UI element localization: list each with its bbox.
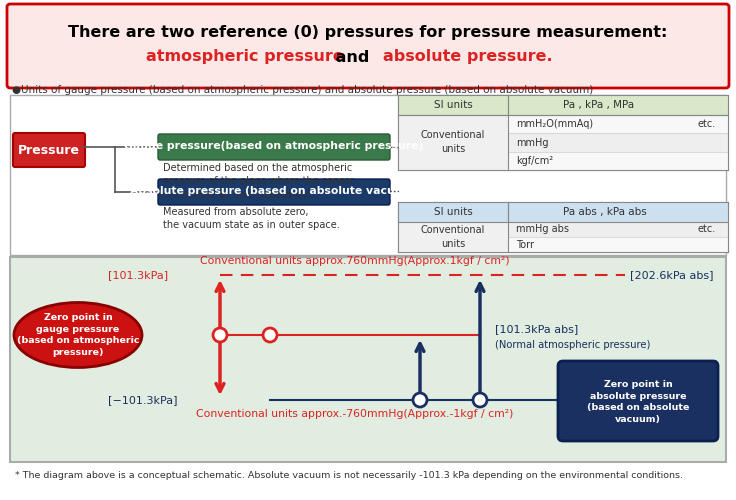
Text: [101.3kPa]: [101.3kPa] [108,270,168,280]
Bar [508,152,728,170]
Circle shape [413,393,427,407]
Text: SI units: SI units [434,100,473,110]
Text: Absolute pressure (based on absolute vacuum): Absolute pressure (based on absolute vac… [130,186,418,196]
Text: There are two reference (0) pressures for pressure measurement:: There are two reference (0) pressures fo… [68,24,668,40]
Text: kgf/cm²: kgf/cm² [516,156,553,166]
Bar [398,222,508,252]
Text: [101.3kPa abs]: [101.3kPa abs] [495,324,578,334]
Text: mmH₂O(mmAq): mmH₂O(mmAq) [516,119,593,129]
Bar [398,95,728,115]
Text: Conventional units approx.-760mmHg(Approx.-1kgf / cm²): Conventional units approx.-760mmHg(Appro… [197,409,514,419]
Text: etc.: etc. [698,119,716,129]
Text: Measured from absolute zero,
the vacuum state as in outer space.: Measured from absolute zero, the vacuum … [163,207,340,230]
Bar [10,95,726,255]
Text: mmHg: mmHg [516,138,548,147]
Bar [398,115,508,170]
Bar [508,134,728,152]
Bar [398,202,728,252]
Text: Pressure: Pressure [18,144,80,156]
FancyBboxPatch shape [13,133,85,167]
Ellipse shape [14,302,142,368]
Text: Pa , kPa , MPa: Pa , kPa , MPa [563,100,634,110]
Text: absolute pressure.: absolute pressure. [383,50,553,64]
Bar [508,237,728,252]
Text: [202.6kPa abs]: [202.6kPa abs] [630,270,713,280]
Bar [508,222,728,237]
Text: Torr: Torr [516,240,534,250]
Text: SI units: SI units [434,207,473,217]
Text: * The diagram above is a conceptual schematic. Absolute vacuum is not necessaril: * The diagram above is a conceptual sche… [15,472,683,480]
Text: Conventional
units: Conventional units [421,130,485,154]
Circle shape [263,328,277,342]
Text: and: and [330,50,375,64]
Text: Conventional units approx.760mmHg(Approx.1kgf / cm²): Conventional units approx.760mmHg(Approx… [200,256,510,266]
Text: Gauge pressure(based on atmospheric pressure): Gauge pressure(based on atmospheric pres… [124,141,424,151]
Text: mmHg abs: mmHg abs [516,224,569,234]
Text: Zero point in
gauge pressure
(based on atmospheric
pressure): Zero point in gauge pressure (based on a… [17,313,139,357]
Bar [398,202,728,222]
FancyBboxPatch shape [558,361,718,441]
Circle shape [213,328,227,342]
Text: atmospheric pressure: atmospheric pressure [146,50,344,64]
FancyBboxPatch shape [7,4,729,88]
Bar [10,257,726,462]
Text: etc.: etc. [698,224,716,234]
Bar [508,115,728,134]
Text: [−101.3kPa]: [−101.3kPa] [108,395,177,405]
Text: Conventional
units: Conventional units [421,226,485,248]
Bar [398,95,728,170]
Text: ●Units of gauge pressure (based on atmospheric pressure) and absolute pressure (: ●Units of gauge pressure (based on atmos… [12,85,593,95]
FancyBboxPatch shape [158,179,390,205]
FancyBboxPatch shape [158,134,390,160]
Text: Pa abs , kPa abs: Pa abs , kPa abs [563,207,647,217]
Text: Zero point in
absolute pressure
(based on absolute
vacuum): Zero point in absolute pressure (based o… [587,380,689,424]
Circle shape [473,393,487,407]
Text: Determined based on the atmospheric
pressure of the place where the sensor
is in: Determined based on the atmospheric pres… [163,163,354,200]
Text: (Normal atmospheric pressure): (Normal atmospheric pressure) [495,340,651,350]
